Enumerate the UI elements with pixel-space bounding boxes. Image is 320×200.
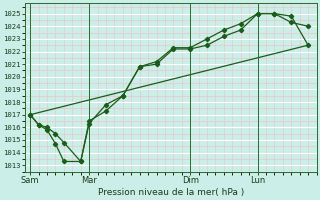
- X-axis label: Pression niveau de la mer( hPa ): Pression niveau de la mer( hPa ): [98, 188, 244, 197]
